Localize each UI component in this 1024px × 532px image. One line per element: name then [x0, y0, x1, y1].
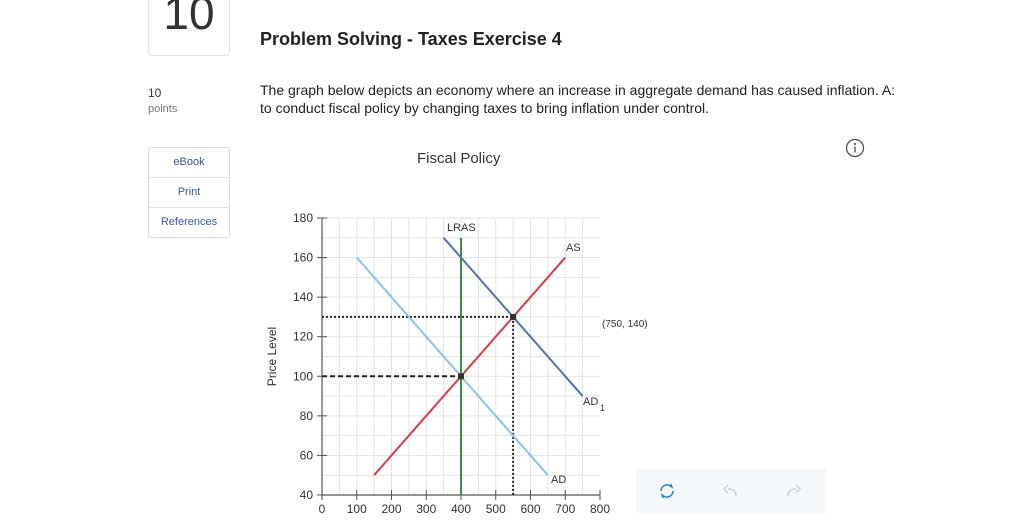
equilibrium-point — [510, 313, 517, 320]
x-tick-label: 600 — [520, 502, 540, 516]
question-number: 10 — [163, 0, 215, 39]
x-tick-label: 100 — [347, 502, 367, 516]
label-ad: AD — [551, 474, 566, 486]
y-tick-label: 40 — [300, 488, 314, 502]
x-tick-label: 0 — [319, 502, 326, 516]
y-tick-label: 60 — [300, 448, 314, 462]
resource-menu: eBook Print References — [148, 147, 230, 238]
label-ad1: AD — [583, 396, 598, 408]
points-label: points — [148, 103, 178, 115]
y-tick-label: 180 — [293, 211, 313, 225]
x-tick-label: 800 — [590, 502, 610, 516]
y-tick-label: 160 — [293, 251, 313, 265]
redo-icon[interactable] — [782, 480, 804, 502]
x-tick-label: 300 — [416, 502, 436, 516]
y-tick-label: 100 — [293, 369, 313, 383]
y-tick-label: 140 — [293, 290, 313, 304]
ebook-link[interactable]: eBook — [149, 148, 229, 178]
undo-icon[interactable] — [720, 480, 742, 502]
y-axis-label: Price Level — [265, 327, 279, 386]
label-lras: LRAS — [447, 222, 476, 234]
question-title: Problem Solving - Taxes Exercise 4 — [260, 29, 562, 49]
label-ad1-subscript: 1 — [600, 403, 605, 413]
points-value: 10 — [148, 86, 162, 100]
references-link[interactable]: References — [160, 216, 218, 228]
x-tick-label: 500 — [486, 502, 506, 516]
graph-title: Fiscal Policy — [417, 150, 501, 167]
graph-toolbar — [636, 469, 826, 513]
x-tick-label: 400 — [451, 502, 471, 516]
reset-icon[interactable] — [656, 480, 678, 502]
print-link[interactable]: Print — [149, 178, 229, 208]
info-circle-icon[interactable] — [845, 138, 865, 158]
equilibrium-point — [458, 373, 464, 380]
series-line-ad — [355, 256, 549, 476]
series-line-as — [373, 256, 567, 476]
x-tick-label: 200 — [381, 502, 401, 516]
x-tick-label: 700 — [555, 502, 575, 516]
question-text: The graph below depicts an economy where… — [260, 82, 896, 116]
label-as: AS — [566, 242, 581, 254]
label-coordinate: (750, 140) — [602, 319, 648, 330]
question-number-box: 10 — [148, 0, 230, 56]
y-tick-label: 120 — [293, 330, 313, 344]
y-tick-label: 80 — [300, 409, 314, 423]
